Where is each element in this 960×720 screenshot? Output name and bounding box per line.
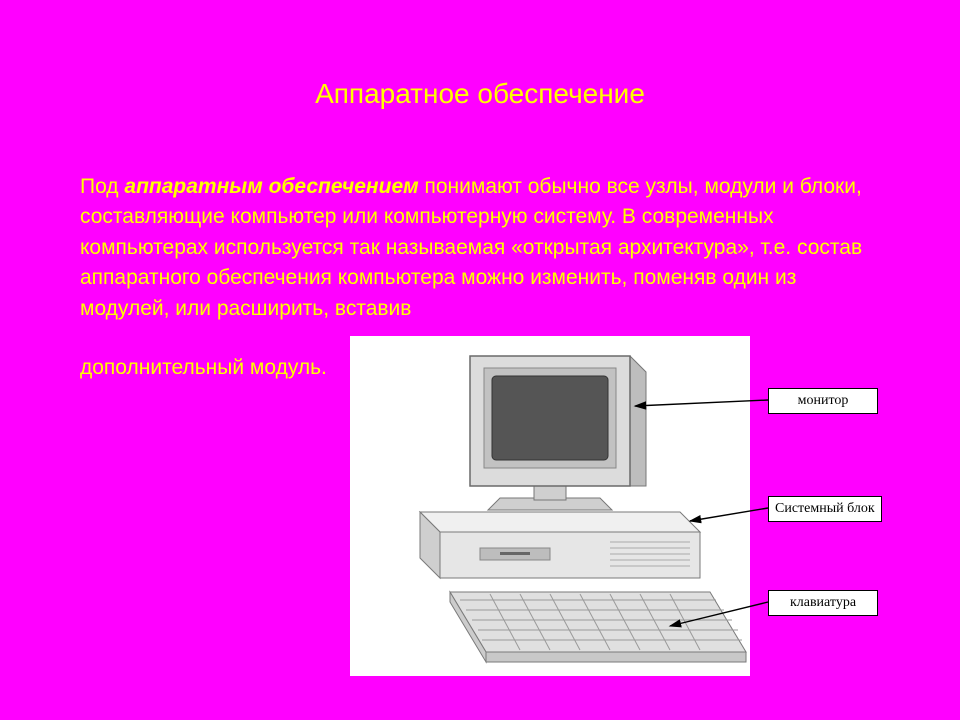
slide-title: Аппаратное обеспечение <box>0 78 960 110</box>
paragraph-tail: дополнительный модуль. <box>80 356 327 380</box>
label-keyboard: клавиатура <box>768 590 878 616</box>
monitor-icon <box>470 356 646 510</box>
label-monitor: монитор <box>768 388 878 414</box>
paragraph-pre: Под <box>80 175 124 198</box>
paragraph-lead: аппаратным обеспечением <box>124 175 418 198</box>
computer-diagram: монитор Системный блок клавиатура <box>350 336 900 676</box>
keyboard-icon <box>450 592 746 662</box>
system-unit-icon <box>420 512 700 578</box>
label-system-unit: Системный блок <box>768 496 882 522</box>
body-paragraph: Под аппаратным обеспечением понимают обы… <box>80 172 890 324</box>
computer-illustration <box>350 336 750 676</box>
